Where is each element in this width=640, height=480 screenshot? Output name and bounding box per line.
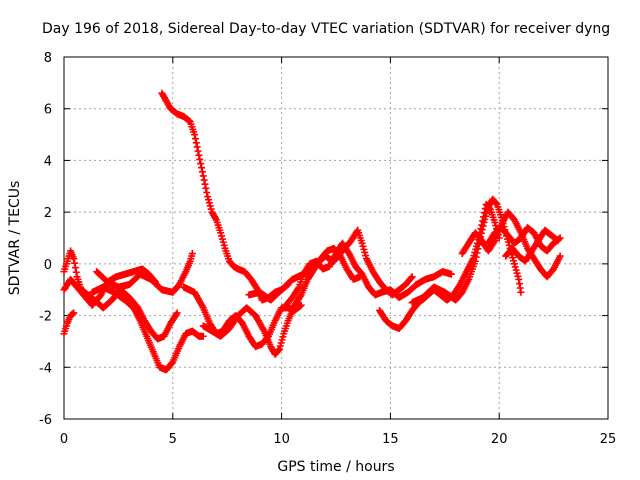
- data-point: [479, 222, 487, 230]
- y-tick-label: 4: [44, 154, 52, 169]
- x-axis-label: GPS time / hours: [277, 459, 394, 475]
- data-point: [472, 253, 480, 261]
- data-point: [517, 288, 525, 296]
- x-tick-label: 15: [382, 432, 399, 447]
- series-sat-d: [93, 250, 196, 296]
- x-tick-label: 20: [491, 432, 508, 447]
- data-point: [556, 252, 564, 260]
- data-point: [297, 301, 305, 309]
- data-point: [70, 255, 78, 263]
- data-point: [71, 259, 79, 267]
- series-sat-f: [158, 89, 292, 304]
- data-point: [193, 143, 201, 151]
- data-point: [198, 168, 206, 176]
- data-point: [478, 226, 486, 234]
- data-point: [474, 245, 482, 253]
- data-point: [191, 131, 199, 139]
- y-tick-label: 2: [44, 206, 52, 221]
- data-point: [447, 270, 455, 278]
- data-point: [196, 155, 204, 163]
- data-point: [473, 249, 481, 257]
- x-tick-label: 10: [273, 432, 290, 447]
- data-point: [203, 188, 211, 196]
- grid-lines: [64, 57, 608, 419]
- data-point: [294, 285, 302, 293]
- data-point: [195, 151, 203, 159]
- series-sat-j: [282, 239, 455, 309]
- series-sat-o: [502, 226, 562, 265]
- axis-ticks: 0 5 10 15 20 25 -6 -4 -2 0 2 4 6 8: [39, 51, 616, 447]
- data-point: [275, 346, 283, 354]
- data-point: [200, 176, 208, 184]
- data-point: [188, 250, 196, 258]
- data-point: [198, 164, 206, 172]
- data-point: [72, 268, 80, 276]
- data-point: [407, 274, 415, 282]
- data-point: [71, 264, 79, 272]
- data-point: [191, 135, 199, 143]
- series-sat-g: [180, 283, 305, 351]
- y-tick-label: -6: [39, 413, 52, 428]
- data-point: [492, 199, 500, 207]
- plot-frame: [63, 56, 609, 420]
- data-point: [199, 172, 207, 180]
- data-point: [172, 310, 180, 318]
- series-sat-b: [60, 309, 78, 338]
- data-point: [194, 147, 202, 155]
- series-sat-c: [60, 247, 181, 343]
- y-tick-label: -4: [39, 361, 52, 376]
- y-tick-label: 6: [44, 103, 52, 118]
- data-point: [202, 184, 210, 192]
- series-sat-e: [88, 283, 207, 374]
- y-tick-label: -2: [39, 310, 52, 325]
- series-sat-h: [199, 244, 364, 358]
- y-tick-label: 8: [44, 51, 52, 66]
- data-point: [296, 292, 304, 300]
- data-point: [201, 180, 209, 188]
- data-point: [70, 309, 78, 317]
- chart-title: Day 196 of 2018, Sidereal Day-to-day VTE…: [42, 21, 610, 37]
- data-points: [60, 89, 564, 374]
- x-tick-label: 5: [169, 432, 177, 447]
- data-point: [475, 241, 483, 249]
- data-point: [173, 309, 181, 317]
- y-tick-label: 0: [44, 258, 52, 273]
- data-point: [408, 273, 416, 281]
- x-tick-label: 0: [60, 432, 68, 447]
- x-tick-label: 25: [600, 432, 617, 447]
- data-point: [197, 160, 205, 168]
- data-point: [471, 257, 479, 265]
- y-axis-label: SDTVAR / TECUs: [7, 181, 23, 296]
- data-point: [192, 139, 200, 147]
- data-point: [199, 332, 207, 340]
- data-point: [554, 237, 562, 245]
